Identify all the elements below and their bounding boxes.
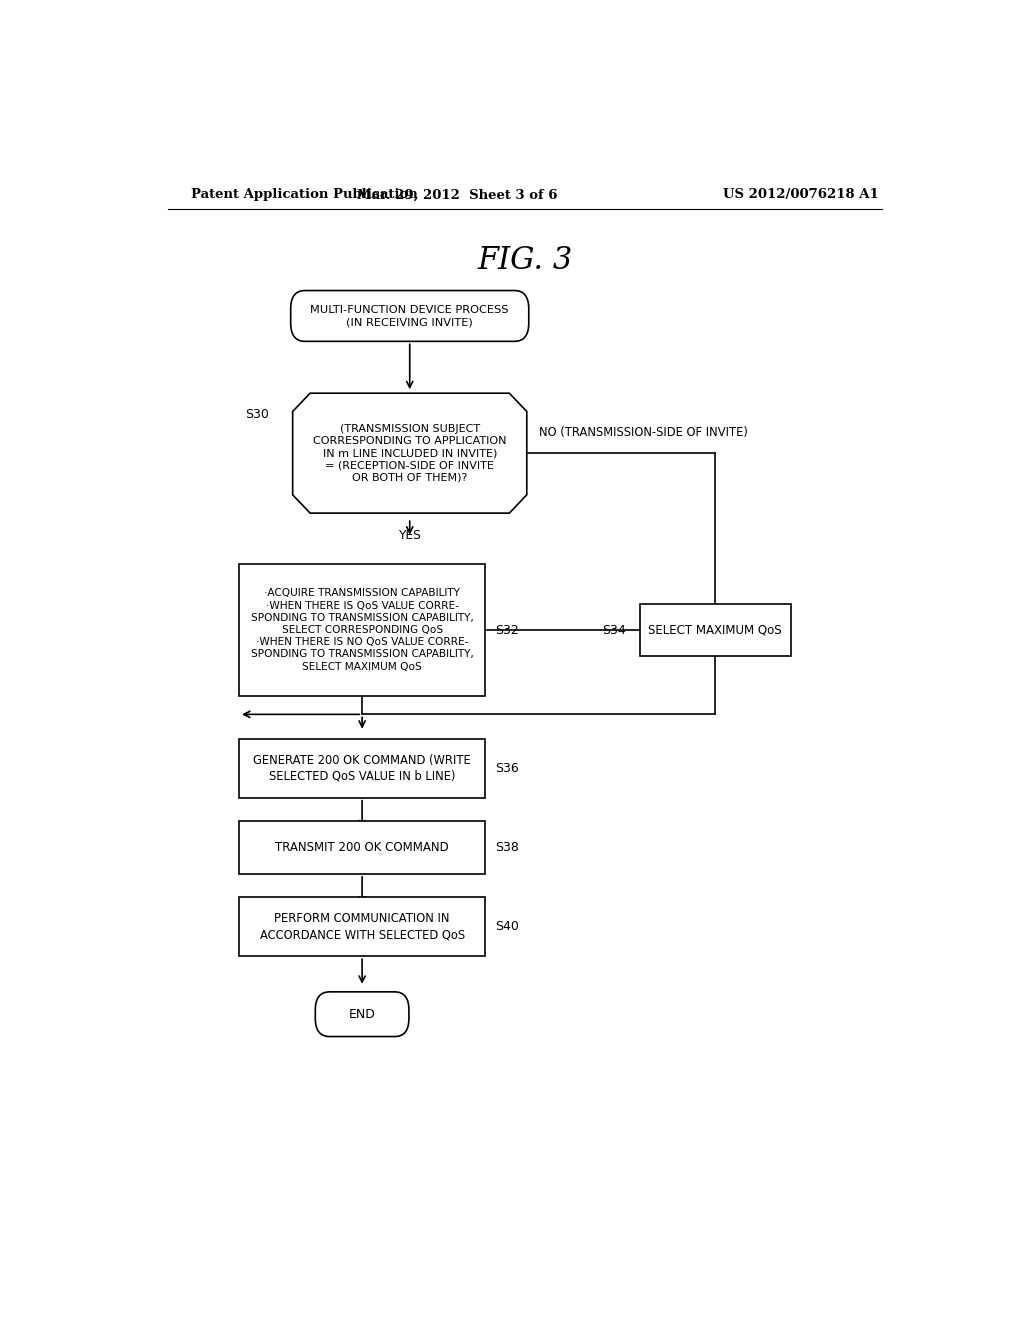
Text: S38: S38 xyxy=(495,841,518,854)
Text: S32: S32 xyxy=(495,623,518,636)
Bar xyxy=(640,603,791,656)
FancyBboxPatch shape xyxy=(315,991,409,1036)
FancyBboxPatch shape xyxy=(291,290,528,342)
Text: SELECT MAXIMUM QoS: SELECT MAXIMUM QoS xyxy=(648,623,782,636)
Text: S36: S36 xyxy=(495,762,518,775)
Text: GENERATE 200 OK COMMAND (WRITE
SELECTED QoS VALUE IN b LINE): GENERATE 200 OK COMMAND (WRITE SELECTED … xyxy=(253,754,471,783)
Text: S40: S40 xyxy=(495,920,518,933)
Bar xyxy=(239,564,485,696)
Text: S34: S34 xyxy=(602,623,626,636)
Text: S30: S30 xyxy=(246,408,269,421)
Text: PERFORM COMMUNICATION IN
ACCORDANCE WITH SELECTED QoS: PERFORM COMMUNICATION IN ACCORDANCE WITH… xyxy=(259,912,465,941)
Bar xyxy=(239,821,485,874)
Text: (TRANSMISSION SUBJECT
CORRESPONDING TO APPLICATION
IN m LINE INCLUDED IN INVITE): (TRANSMISSION SUBJECT CORRESPONDING TO A… xyxy=(313,424,507,483)
Polygon shape xyxy=(293,393,526,513)
Text: YES: YES xyxy=(398,529,421,543)
Text: FIG. 3: FIG. 3 xyxy=(477,244,572,276)
Text: END: END xyxy=(349,1007,376,1020)
Text: ·ACQUIRE TRANSMISSION CAPABILITY
·WHEN THERE IS QoS VALUE CORRE-
SPONDING TO TRA: ·ACQUIRE TRANSMISSION CAPABILITY ·WHEN T… xyxy=(251,589,473,672)
Text: Patent Application Publication: Patent Application Publication xyxy=(191,189,418,202)
Text: MULTI-FUNCTION DEVICE PROCESS
(IN RECEIVING INVITE): MULTI-FUNCTION DEVICE PROCESS (IN RECEIV… xyxy=(310,305,509,327)
Text: US 2012/0076218 A1: US 2012/0076218 A1 xyxy=(723,189,879,202)
Bar xyxy=(239,898,485,956)
Text: NO (TRANSMISSION-SIDE OF INVITE): NO (TRANSMISSION-SIDE OF INVITE) xyxy=(539,426,748,440)
Text: TRANSMIT 200 OK COMMAND: TRANSMIT 200 OK COMMAND xyxy=(275,841,449,854)
Text: Mar. 29, 2012  Sheet 3 of 6: Mar. 29, 2012 Sheet 3 of 6 xyxy=(357,189,558,202)
Bar xyxy=(239,739,485,797)
